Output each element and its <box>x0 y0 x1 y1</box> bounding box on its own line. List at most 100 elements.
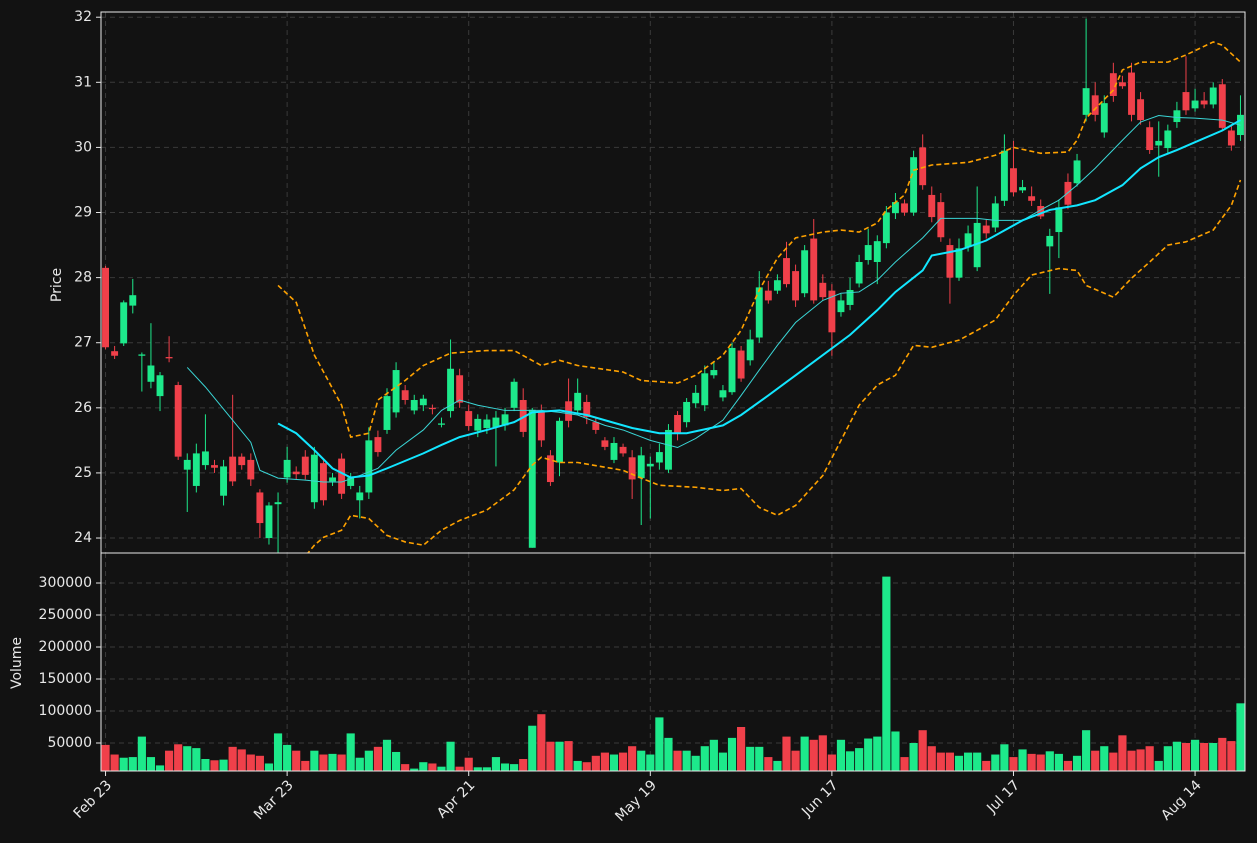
y-tick-label: 100000 <box>39 703 92 719</box>
price-axis-label: Price <box>49 268 65 302</box>
candle-body <box>719 390 727 398</box>
panel-frame <box>100 552 1246 772</box>
volume-bar <box>219 759 228 771</box>
volume-bar <box>927 746 936 771</box>
volume-bar <box>1136 749 1145 771</box>
candle-body <box>401 390 409 401</box>
candle-body <box>465 411 473 427</box>
candle-body <box>1019 187 1027 191</box>
volume-bar <box>446 741 455 771</box>
volume-bar <box>473 767 482 771</box>
volume-bar <box>682 750 691 771</box>
volume-bar <box>146 757 156 771</box>
candle-body <box>1118 82 1126 87</box>
y-tick-label: 50000 <box>47 735 92 751</box>
candle-body <box>1200 100 1208 105</box>
candle-body <box>746 339 754 361</box>
indicator-line <box>277 41 1242 439</box>
volume-bar <box>818 735 827 771</box>
candle-body <box>937 202 945 238</box>
candle-body <box>329 477 336 482</box>
volume-bar <box>600 752 609 771</box>
volume-bar <box>709 739 718 771</box>
candle-body <box>229 456 237 482</box>
candle-body <box>864 245 872 261</box>
volume-bar <box>609 754 619 771</box>
candle-body <box>828 290 836 333</box>
volume-bar <box>1145 746 1154 771</box>
y-tick-label: 250000 <box>39 607 92 623</box>
candle-body <box>873 241 881 262</box>
volume-bar <box>882 576 891 771</box>
volume-bar <box>137 736 146 771</box>
candle-body <box>374 437 382 453</box>
candle-body <box>810 238 818 301</box>
y-tick-label: 200000 <box>39 639 92 655</box>
volume-bar <box>391 751 401 771</box>
candle-body <box>301 456 309 475</box>
candle-body <box>410 400 418 411</box>
candle-body <box>546 455 554 483</box>
candle-body <box>1164 130 1172 149</box>
volume-bar <box>973 752 982 771</box>
candle-body <box>919 147 927 186</box>
volume-bar <box>628 746 637 771</box>
candle-body <box>783 258 790 285</box>
candle-body <box>129 295 137 306</box>
candle-body <box>1227 130 1235 146</box>
candle-body <box>165 357 173 359</box>
volume-bar <box>618 752 628 771</box>
volume-bar <box>1163 746 1172 771</box>
candle-body <box>692 392 700 404</box>
volume-bar <box>800 736 809 771</box>
volume-bar <box>1091 750 1100 771</box>
candle-body <box>1000 150 1008 201</box>
volume-bar <box>1000 744 1009 771</box>
candle-body <box>492 417 500 428</box>
volume-bar <box>755 746 764 771</box>
candle-body <box>792 271 800 301</box>
y-tick-label: 25 <box>74 465 92 481</box>
candle-body <box>610 442 618 460</box>
candle-body <box>837 300 845 313</box>
volume-bar <box>419 762 428 771</box>
candle-body <box>619 446 627 454</box>
volume-bar <box>1036 754 1045 771</box>
y-tick-label: 27 <box>74 335 92 351</box>
volume-bar <box>936 752 945 771</box>
candle-body <box>1173 110 1181 123</box>
candle-body <box>283 459 291 478</box>
volume-bar <box>855 748 864 771</box>
candle-body <box>556 420 563 463</box>
volume-bar <box>255 755 264 771</box>
y-tick-label: 31 <box>74 74 92 90</box>
volume-bar <box>782 736 791 771</box>
volume-bar <box>464 757 473 771</box>
volume-bar <box>700 746 709 771</box>
volume-bars <box>101 576 1245 771</box>
candle-body <box>419 398 427 406</box>
volume-bar <box>573 760 582 771</box>
volume-bar <box>827 754 836 771</box>
volume-bar <box>382 739 392 771</box>
candle-body <box>801 250 809 294</box>
candle-body <box>356 492 364 501</box>
candle-body <box>310 454 318 503</box>
volume-bar <box>664 737 673 771</box>
volume-bar <box>737 727 746 771</box>
candle-body <box>211 465 218 468</box>
volume-bar <box>954 755 964 771</box>
candle-body <box>1064 181 1072 205</box>
candle-body <box>819 282 827 298</box>
candle-body <box>183 459 191 470</box>
volume-bar <box>900 757 909 771</box>
volume-bar <box>1236 703 1245 771</box>
volume-bar <box>836 739 846 771</box>
volume-bar <box>591 755 600 771</box>
volume-bar <box>401 764 410 771</box>
volume-bar <box>1127 750 1136 771</box>
candle-body <box>438 423 445 425</box>
candle-body <box>265 505 273 539</box>
